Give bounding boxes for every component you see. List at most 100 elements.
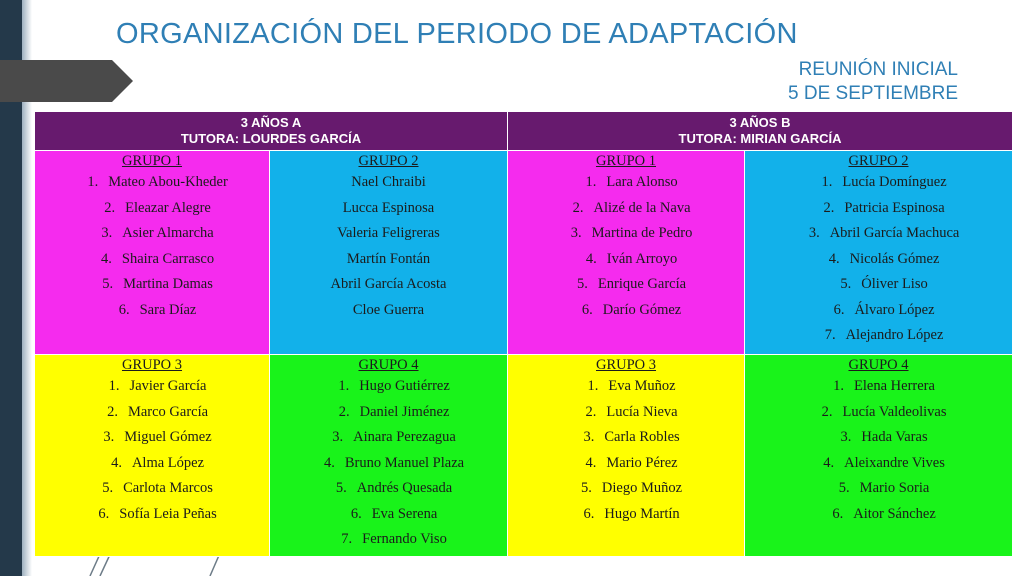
student-name: Aleixandre Vives [844,454,945,471]
group-title: GRUPO 2 [358,153,419,169]
list-number: 4. [585,250,597,267]
student-list-item: 6. Aitor Sánchez [745,502,1012,528]
student-name: Miguel Gómez [124,429,212,445]
student-list-item: 2. Lucía Valdeolivas [745,400,1012,426]
student-name: Hada Varas [861,429,928,445]
student-list-item: 6. Álvaro López [745,298,1012,324]
student-name: Ainara Perezagua [353,429,456,445]
student-name: Martina Damas [123,276,213,292]
group-title: GRUPO 2 [848,153,909,169]
class-header-3b: 3 AÑOS B TUTORA: MIRIAN GARCÍA [506,111,1014,151]
student-list: 1. Elena Herrera 2. Lucía Valdeolivas 3. Hada… [745,374,1012,527]
list-number: 4. [111,454,122,471]
student-name: Martina de Pedro [591,225,693,241]
class-name: 3 AÑOS B [729,115,791,130]
student-list-item: 3. Ainara Perezagua [270,425,507,451]
list-number: 6. [581,301,593,318]
student-name: Javier García [129,378,207,394]
student-name: Lara Alonso [606,174,678,190]
student-list-item: 4. Alma López [35,451,269,477]
list-number: 6. [583,505,595,522]
group-title: GRUPO 3 [121,357,183,373]
class-name: 3 AÑOS A [240,115,302,130]
student-list-item: 6.Cloe Guerra [270,298,507,324]
student-list-item: 4. Shaira Carrasco [35,247,269,273]
page-title: ORGANIZACIÓN DEL PERIODO DE ADAPTACIÓN [116,18,798,50]
student-list-item: 6. Sofía Leia Peñas [35,502,269,528]
list-number: 6. [98,505,110,522]
student-list-item: 4. Nicolás Gómez [745,247,1012,273]
student-list: 1. Lara Alonso 2. Alizé de la Nava 3. Martina… [508,170,744,323]
student-list-item: 1. Elena Herrera [745,374,1012,400]
student-name: Valeria Feligreras [337,225,440,241]
student-list-item: 5. Martina Damas [35,272,269,298]
student-list-item: 1. Lara Alonso [508,170,744,196]
student-name: Nicolás Gómez [849,250,940,267]
list-number: 2. [107,403,118,420]
list-number: 1. [821,174,833,190]
student-name: Carla Robles [604,429,680,445]
list-number: 3. [101,225,113,241]
student-list-item: 4. Mario Pérez [508,451,744,477]
student-list: 1. Eva Muñoz 2. Lucía Nieva 3. Carla Robles 4.… [508,374,744,527]
student-name: Nael Chraibi [351,174,426,190]
student-list-item: 6. Eva Serena [270,502,507,528]
list-number: 5. [577,276,588,292]
group-cell-3b-grupo-3: GRUPO 3 1. Eva Muñoz 2. Lucía Nieva 3. Carla R… [507,354,745,557]
list-number: 5. [840,276,852,292]
meeting-date: 5 DE SEPTIEMBRE [788,83,958,104]
group-cell-3a-grupo-4: GRUPO 4 1. Hugo Gutiérrez 2. Daniel Jiménez 3… [269,354,508,557]
student-name: Patricia Espinosa [844,199,945,216]
student-name: Sara Díaz [139,301,197,318]
group-title: GRUPO 4 [848,357,909,373]
student-name: Daniel Jiménez [359,403,450,420]
list-number: 1. [108,378,120,394]
list-number: 1. [587,378,599,394]
student-name: Marco García [127,403,209,420]
student-list-item: 4. Bruno Manuel Plaza [270,451,507,477]
student-name: Carlota Marcos [123,480,213,496]
student-list-item: 1. Eva Muñoz [508,374,744,400]
list-number: 2. [572,199,584,216]
group-cell-3a-grupo-1: GRUPO 1 1. Mateo Abou-Kheder 2. Eleazar Aleg… [34,150,270,355]
student-name: Mario Pérez [606,454,678,471]
groups-table: 3 AÑOS A TUTORA: LOURDES GARCÍA 3 AÑOS B… [34,111,1014,557]
student-list-item: 3. Carla Robles [508,425,744,451]
student-list-item: 5. Carlota Marcos [35,476,269,502]
student-name: Iván Arroyo [606,250,678,267]
student-list-item: 5. Enrique García [508,272,744,298]
list-number: 3. [583,429,595,445]
list-number: 5. [102,480,114,496]
student-name: Elena Herrera [854,378,935,394]
student-name: Bruno Manuel Plaza [344,454,465,471]
student-list-item: 2. Eleazar Alegre [35,196,269,222]
student-list-item: 1. Mateo Abou-Kheder [35,170,269,196]
list-number: 1. [833,378,845,394]
student-name: Darío Gómez [602,301,682,318]
list-number: 5. [838,480,850,496]
list-number: 5. [335,480,347,496]
student-name: Eleazar Alegre [125,199,211,216]
left-accent-strip [0,0,22,576]
meeting-title: REUNIÓN INICIAL [798,59,958,80]
list-number: 2. [823,199,835,216]
student-name: Cloe Guerra [352,301,425,318]
meeting-info: REUNIÓN INICIAL 5 DE SEPTIEMBRE [788,58,958,106]
list-number: 6. [833,301,845,318]
class-header-3a: 3 AÑOS A TUTORA: LOURDES GARCÍA [34,111,508,151]
student-list-item: 2. Marco García [35,400,269,426]
list-number: 4. [324,454,335,471]
student-list-item: 3. Hada Varas [745,425,1012,451]
student-list-item: 3. Miguel Gómez [35,425,269,451]
student-list-item: 5. Diego Muñoz [508,476,744,502]
list-number: 1. [87,174,99,190]
student-name: Lucía Nieva [606,403,678,420]
group-cell-3b-grupo-2: GRUPO 2 1. Lucía Domínguez 2. Patricia Espin… [743,150,1014,355]
list-number: 3. [808,225,820,241]
group-cell-3a-grupo-2: GRUPO 21.Nael Chraibi2.Lucca Espinosa3.V… [269,150,508,355]
student-list-item: 5. Mario Soria [745,476,1012,502]
student-name: Mario Soria [859,480,930,496]
student-list-item: 4. Iván Arroyo [508,247,744,273]
student-name: Eva Serena [371,505,438,522]
student-name: Abril García Machuca [829,225,960,241]
